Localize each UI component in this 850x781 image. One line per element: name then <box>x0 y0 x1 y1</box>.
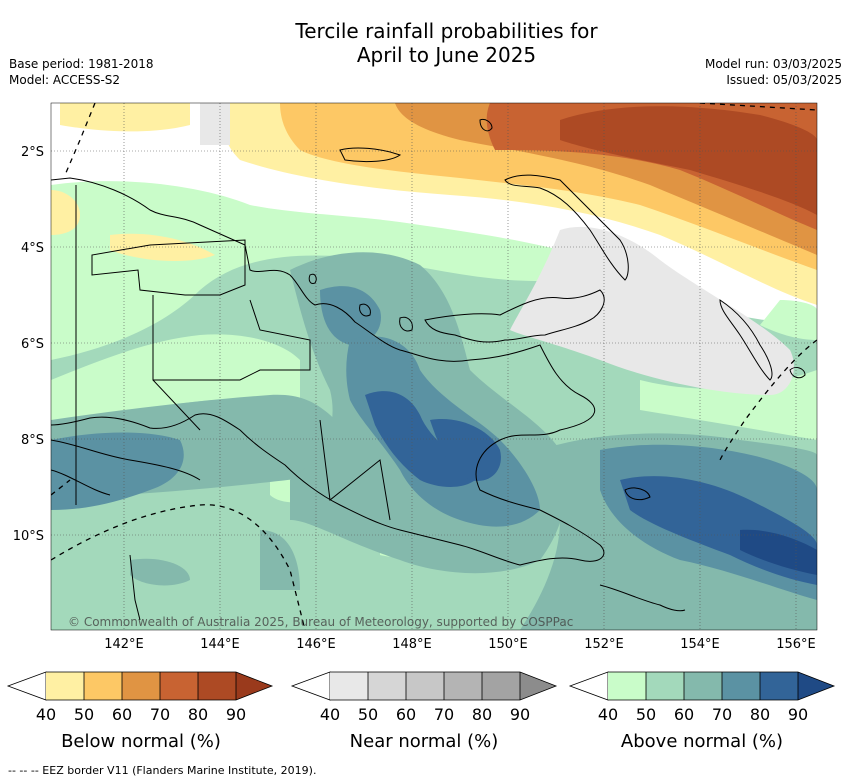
map-title-line2: April to June 2025 <box>356 43 537 67</box>
svg-text:60: 60 <box>396 705 416 724</box>
eez-borders <box>51 103 817 630</box>
lon-label-144e: 144°E <box>200 637 240 652</box>
svg-text:80: 80 <box>472 705 492 724</box>
eez-note: -- -- -- EEZ border V11 (Flanders Marine… <box>8 764 316 777</box>
copyright-note: © Commonwealth of Australia 2025, Bureau… <box>68 615 573 629</box>
svg-text:90: 90 <box>510 705 530 724</box>
lat-label-8s: 8°S <box>21 433 44 448</box>
svg-text:60: 60 <box>112 705 132 724</box>
svg-text:40: 40 <box>320 705 340 724</box>
colorbar-label-near: Near normal (%) <box>350 731 499 752</box>
map-fill-layer <box>51 103 817 630</box>
svg-text:50: 50 <box>74 705 94 724</box>
svg-text:90: 90 <box>788 705 808 724</box>
svg-text:60: 60 <box>674 705 694 724</box>
svg-text:50: 50 <box>358 705 378 724</box>
lat-label-6s: 6°S <box>21 337 44 352</box>
map-title-line1: Tercile rainfall probabilities for <box>295 19 598 43</box>
lon-label-146e: 146°E <box>296 637 336 652</box>
lat-label-4s: 4°S <box>21 241 44 256</box>
svg-text:70: 70 <box>150 705 170 724</box>
issued-date: Issued: 05/03/2025 <box>726 73 842 87</box>
svg-text:80: 80 <box>188 705 208 724</box>
graticule <box>51 103 817 630</box>
colorbar-label-below: Below normal (%) <box>61 731 221 752</box>
model-name: Model: ACCESS-S2 <box>9 73 121 87</box>
coastlines <box>51 119 806 621</box>
map-frame <box>50 102 818 631</box>
model-run-date: Model run: 03/03/2025 <box>704 57 842 71</box>
svg-text:50: 50 <box>636 705 656 724</box>
lon-label-152e: 152°E <box>584 637 624 652</box>
svg-text:40: 40 <box>36 705 56 724</box>
colorbar-label-above: Above normal (%) <box>621 731 783 752</box>
svg-text:40: 40 <box>598 705 618 724</box>
lon-label-150e: 150°E <box>488 637 528 652</box>
svg-text:80: 80 <box>750 705 770 724</box>
lon-label-142e: 142°E <box>104 637 144 652</box>
lon-label-148e: 148°E <box>392 637 432 652</box>
lon-label-156e: 156°E <box>776 637 816 652</box>
svg-text:70: 70 <box>434 705 454 724</box>
lat-label-2s: 2°S <box>21 145 44 160</box>
colorbar-ticks: 40 50 60 70 80 90 40 50 60 70 80 90 40 5… <box>36 705 808 724</box>
colorbar-below-normal <box>6 671 274 701</box>
base-period: Base period: 1981-2018 <box>9 57 154 71</box>
svg-text:90: 90 <box>226 705 246 724</box>
colorbar-near-normal <box>290 671 558 701</box>
lon-label-154e: 154°E <box>680 637 720 652</box>
lat-label-10s: 10°S <box>13 529 44 544</box>
colorbar-above-normal <box>568 671 836 701</box>
svg-text:70: 70 <box>712 705 732 724</box>
